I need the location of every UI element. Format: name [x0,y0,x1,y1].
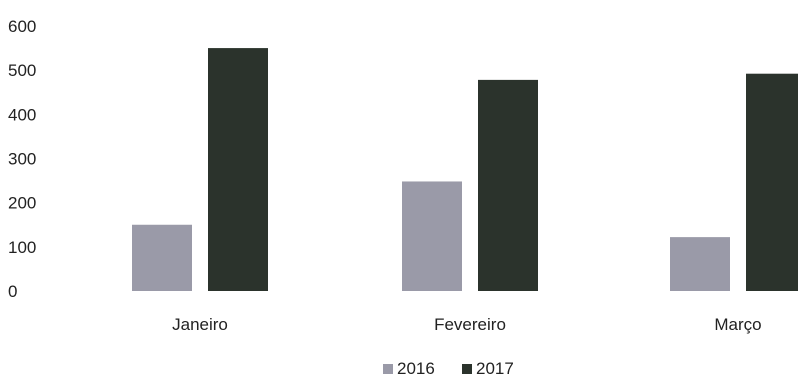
legend: 2016 2017 [383,359,514,377]
y-axis: 0 100 200 300 400 500 600 [8,17,36,301]
legend-swatch-2016 [383,364,393,374]
legend-label-2016: 2016 [397,359,435,377]
y-tick-label: 400 [8,105,36,124]
bar-2017-janeiro [208,48,268,292]
x-category-label: Fevereiro [434,315,506,334]
bar-2017-março [746,73,798,291]
y-tick-label: 500 [8,61,36,80]
x-axis: Janeiro Fevereiro Março [172,315,762,334]
y-tick-label: 200 [8,194,36,213]
legend-swatch-2017 [462,364,472,374]
y-tick-label: 300 [8,150,36,169]
x-category-label: Março [714,315,761,334]
y-tick-label: 600 [8,17,36,36]
legend-label-2017: 2017 [476,359,514,377]
bars [132,48,798,292]
bar-2017-fevereiro [478,79,538,291]
y-tick-label: 0 [8,282,17,301]
bar-2016-março [670,237,730,291]
y-tick-label: 100 [8,238,36,257]
bar-2016-janeiro [132,224,192,291]
x-category-label: Janeiro [172,315,228,334]
bar-2016-fevereiro [402,181,462,291]
